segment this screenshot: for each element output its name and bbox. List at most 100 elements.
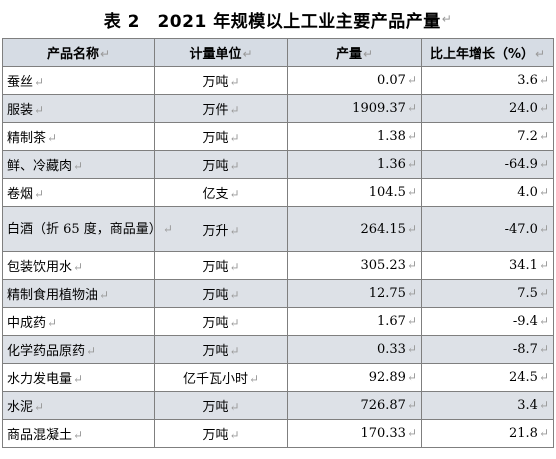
paragraph-mark-icon: ↵	[406, 73, 417, 87]
cell-output: 170.33↵	[287, 419, 422, 448]
table-row: 精制茶↵ 万吨↵ 1.38↵ 7.2↵	[2, 122, 554, 151]
cell-growth: 24.0↵	[421, 94, 554, 123]
paragraph-mark-icon: ↵	[538, 221, 549, 236]
cell-product-name: 服装↵	[2, 94, 155, 123]
paragraph-mark-icon: ↵	[229, 260, 240, 274]
cell-growth-text: 7.5	[517, 286, 538, 301]
cell-unit: 万件↵	[154, 94, 288, 123]
cell-growth-text: -8.7	[512, 342, 538, 357]
cell-product-name-text: 中成药	[7, 316, 47, 331]
paragraph-mark-icon: ↵	[406, 342, 417, 356]
cell-output-text: 0.07	[376, 73, 406, 88]
cell-unit: 万吨↵	[154, 279, 288, 308]
paragraph-mark-icon: ↵	[538, 185, 549, 199]
paragraph-mark-icon: ↵	[229, 223, 240, 238]
paragraph-mark-icon: ↵	[73, 428, 84, 442]
table-row: 服装↵ 万件↵ 1909.37↵ 24.0↵	[2, 94, 554, 123]
paragraph-mark-icon: ↵	[47, 316, 58, 330]
table-row: 鲜、冷藏肉↵ 万吨↵ 1.36 ↵ -64.9 ↵	[2, 150, 554, 179]
cell-growth: 3.4↵	[421, 391, 554, 420]
cell-product-name: 鲜、冷藏肉↵	[2, 150, 155, 179]
cell-unit-text: 万吨	[202, 400, 229, 415]
cell-product-name-text: 精制食用植物油	[7, 288, 99, 303]
cell-product-name-text: 水泥	[7, 400, 34, 415]
paragraph-mark-icon: ↵	[229, 400, 240, 414]
paragraph-mark-icon: ↵	[229, 131, 240, 145]
cell-growth-text: 34.1	[508, 258, 538, 273]
table-header-row: 产品名称↵ 计量单位↵ 产量↵ 比上年增长（%）↵	[2, 38, 554, 67]
cell-output-text: 1.36	[376, 157, 406, 172]
paragraph-mark-icon: ↵	[229, 316, 240, 330]
cell-growth-text: 24.5	[508, 370, 538, 385]
cell-product-name: 中成药↵	[2, 307, 155, 336]
table-title: 表 2 2021 年规模以上工业主要产品产量 ↵	[0, 0, 556, 38]
cell-product-name-text: 化学药品原药	[7, 344, 86, 359]
cell-output-text: 92.89	[368, 370, 406, 385]
cell-growth-text: 3.4	[517, 398, 538, 413]
cell-unit: 万吨↵	[154, 419, 288, 448]
paragraph-mark-icon: ↵	[73, 159, 84, 173]
paragraph-mark-icon: ↵	[229, 75, 240, 89]
cell-output: 104.5↵	[287, 178, 422, 207]
cell-product-name-text: 包装饮用水	[7, 260, 73, 275]
table-row: 水力发电量↵ 亿千瓦小时↵ 92.89↵ 24.5↵	[2, 363, 554, 392]
cell-growth: 21.8↵	[421, 419, 554, 448]
cell-growth: 34.1↵	[421, 251, 554, 280]
paragraph-mark-icon: ↵	[406, 129, 417, 143]
cell-output-text: 726.87	[360, 398, 406, 413]
cell-unit: 亿支↵	[154, 178, 288, 207]
cell-output-text: 170.33	[360, 426, 406, 441]
paragraph-mark-icon: ↵	[538, 426, 549, 440]
cell-product-name-text: 鲜、冷藏肉	[7, 159, 73, 174]
cell-growth: -8.7↵	[421, 335, 554, 364]
cell-product-name-text: 商品混凝土	[7, 428, 73, 443]
cell-unit-text: 万件	[202, 103, 229, 118]
cell-output: 92.89↵	[287, 363, 422, 392]
table-row: 白酒（折 65 度，商品量）↵ 万升↵ 264.15↵ -47.0↵	[2, 206, 554, 252]
cell-product-name: 蚕丝↵	[2, 66, 155, 95]
cell-growth-text: 24.0	[508, 101, 538, 116]
cell-unit: 万升↵	[154, 206, 288, 252]
table-body: 蚕丝↵ 万吨↵ 0.07↵ 3.6↵ 服装↵ 万件↵ 1909.37↵ 24.0↵ 精制茶↵ 万吨…	[2, 66, 554, 448]
paragraph-mark-icon: ↵	[229, 103, 240, 117]
paragraph-mark-icon: ↵	[34, 187, 45, 201]
paragraph-mark-icon: ↵	[538, 314, 549, 328]
paragraph-mark-icon: ↵	[538, 342, 549, 356]
cell-product-name: 白酒（折 65 度，商品量）↵	[2, 206, 173, 252]
cell-unit-text: 万升	[202, 223, 229, 239]
cell-unit: 亿千瓦小时↵	[154, 363, 288, 392]
cell-growth-text: 21.8	[508, 426, 538, 441]
paragraph-mark-icon: ↵	[538, 73, 549, 87]
cell-growth: -9.4↵	[421, 307, 554, 336]
cell-growth-text: -64.9	[504, 157, 538, 172]
paragraph-mark-icon: ↵	[99, 288, 110, 302]
paragraph-mark-icon: ↵	[34, 75, 45, 89]
cell-product-name-text: 服装	[7, 103, 34, 118]
cell-growth: 4.0↵	[421, 178, 554, 207]
cell-growth-text: -47.0	[504, 221, 538, 237]
paragraph-mark-icon: ↵	[73, 260, 84, 274]
cell-output-text: 1909.37	[352, 101, 406, 116]
cell-product-name: 包装饮用水↵	[2, 251, 155, 280]
cell-output-text: 1.38	[376, 129, 406, 144]
paragraph-mark-icon: ↵	[34, 103, 45, 117]
cell-output: 0.33↵	[287, 335, 422, 364]
cell-output-text: 0.33	[376, 342, 406, 357]
paragraph-mark-icon: ↵	[229, 344, 240, 358]
paragraph-mark-icon: ↵	[538, 258, 549, 272]
paragraph-mark-icon: ↵	[229, 187, 240, 201]
cell-output: 264.15↵	[287, 206, 422, 252]
paragraph-mark-icon: ↵	[229, 159, 240, 173]
cell-growth-text: -9.4	[512, 314, 538, 329]
cell-unit: 万吨↵	[154, 150, 288, 179]
table-title-text: 表 2 2021 年规模以上工业主要产品产量	[103, 11, 441, 32]
cell-growth-text: 4.0	[517, 185, 538, 200]
paragraph-mark-icon: ↵	[538, 370, 549, 384]
cell-unit-text: 万吨	[202, 75, 229, 90]
cell-growth: 24.5↵	[421, 363, 554, 392]
cell-unit-text: 亿千瓦小时	[182, 372, 248, 387]
cell-unit: 万吨↵	[154, 66, 288, 95]
cell-output: 1909.37↵	[287, 94, 422, 123]
cell-growth: -47.0↵	[421, 206, 554, 252]
cell-product-name-text: 卷烟	[7, 187, 34, 202]
